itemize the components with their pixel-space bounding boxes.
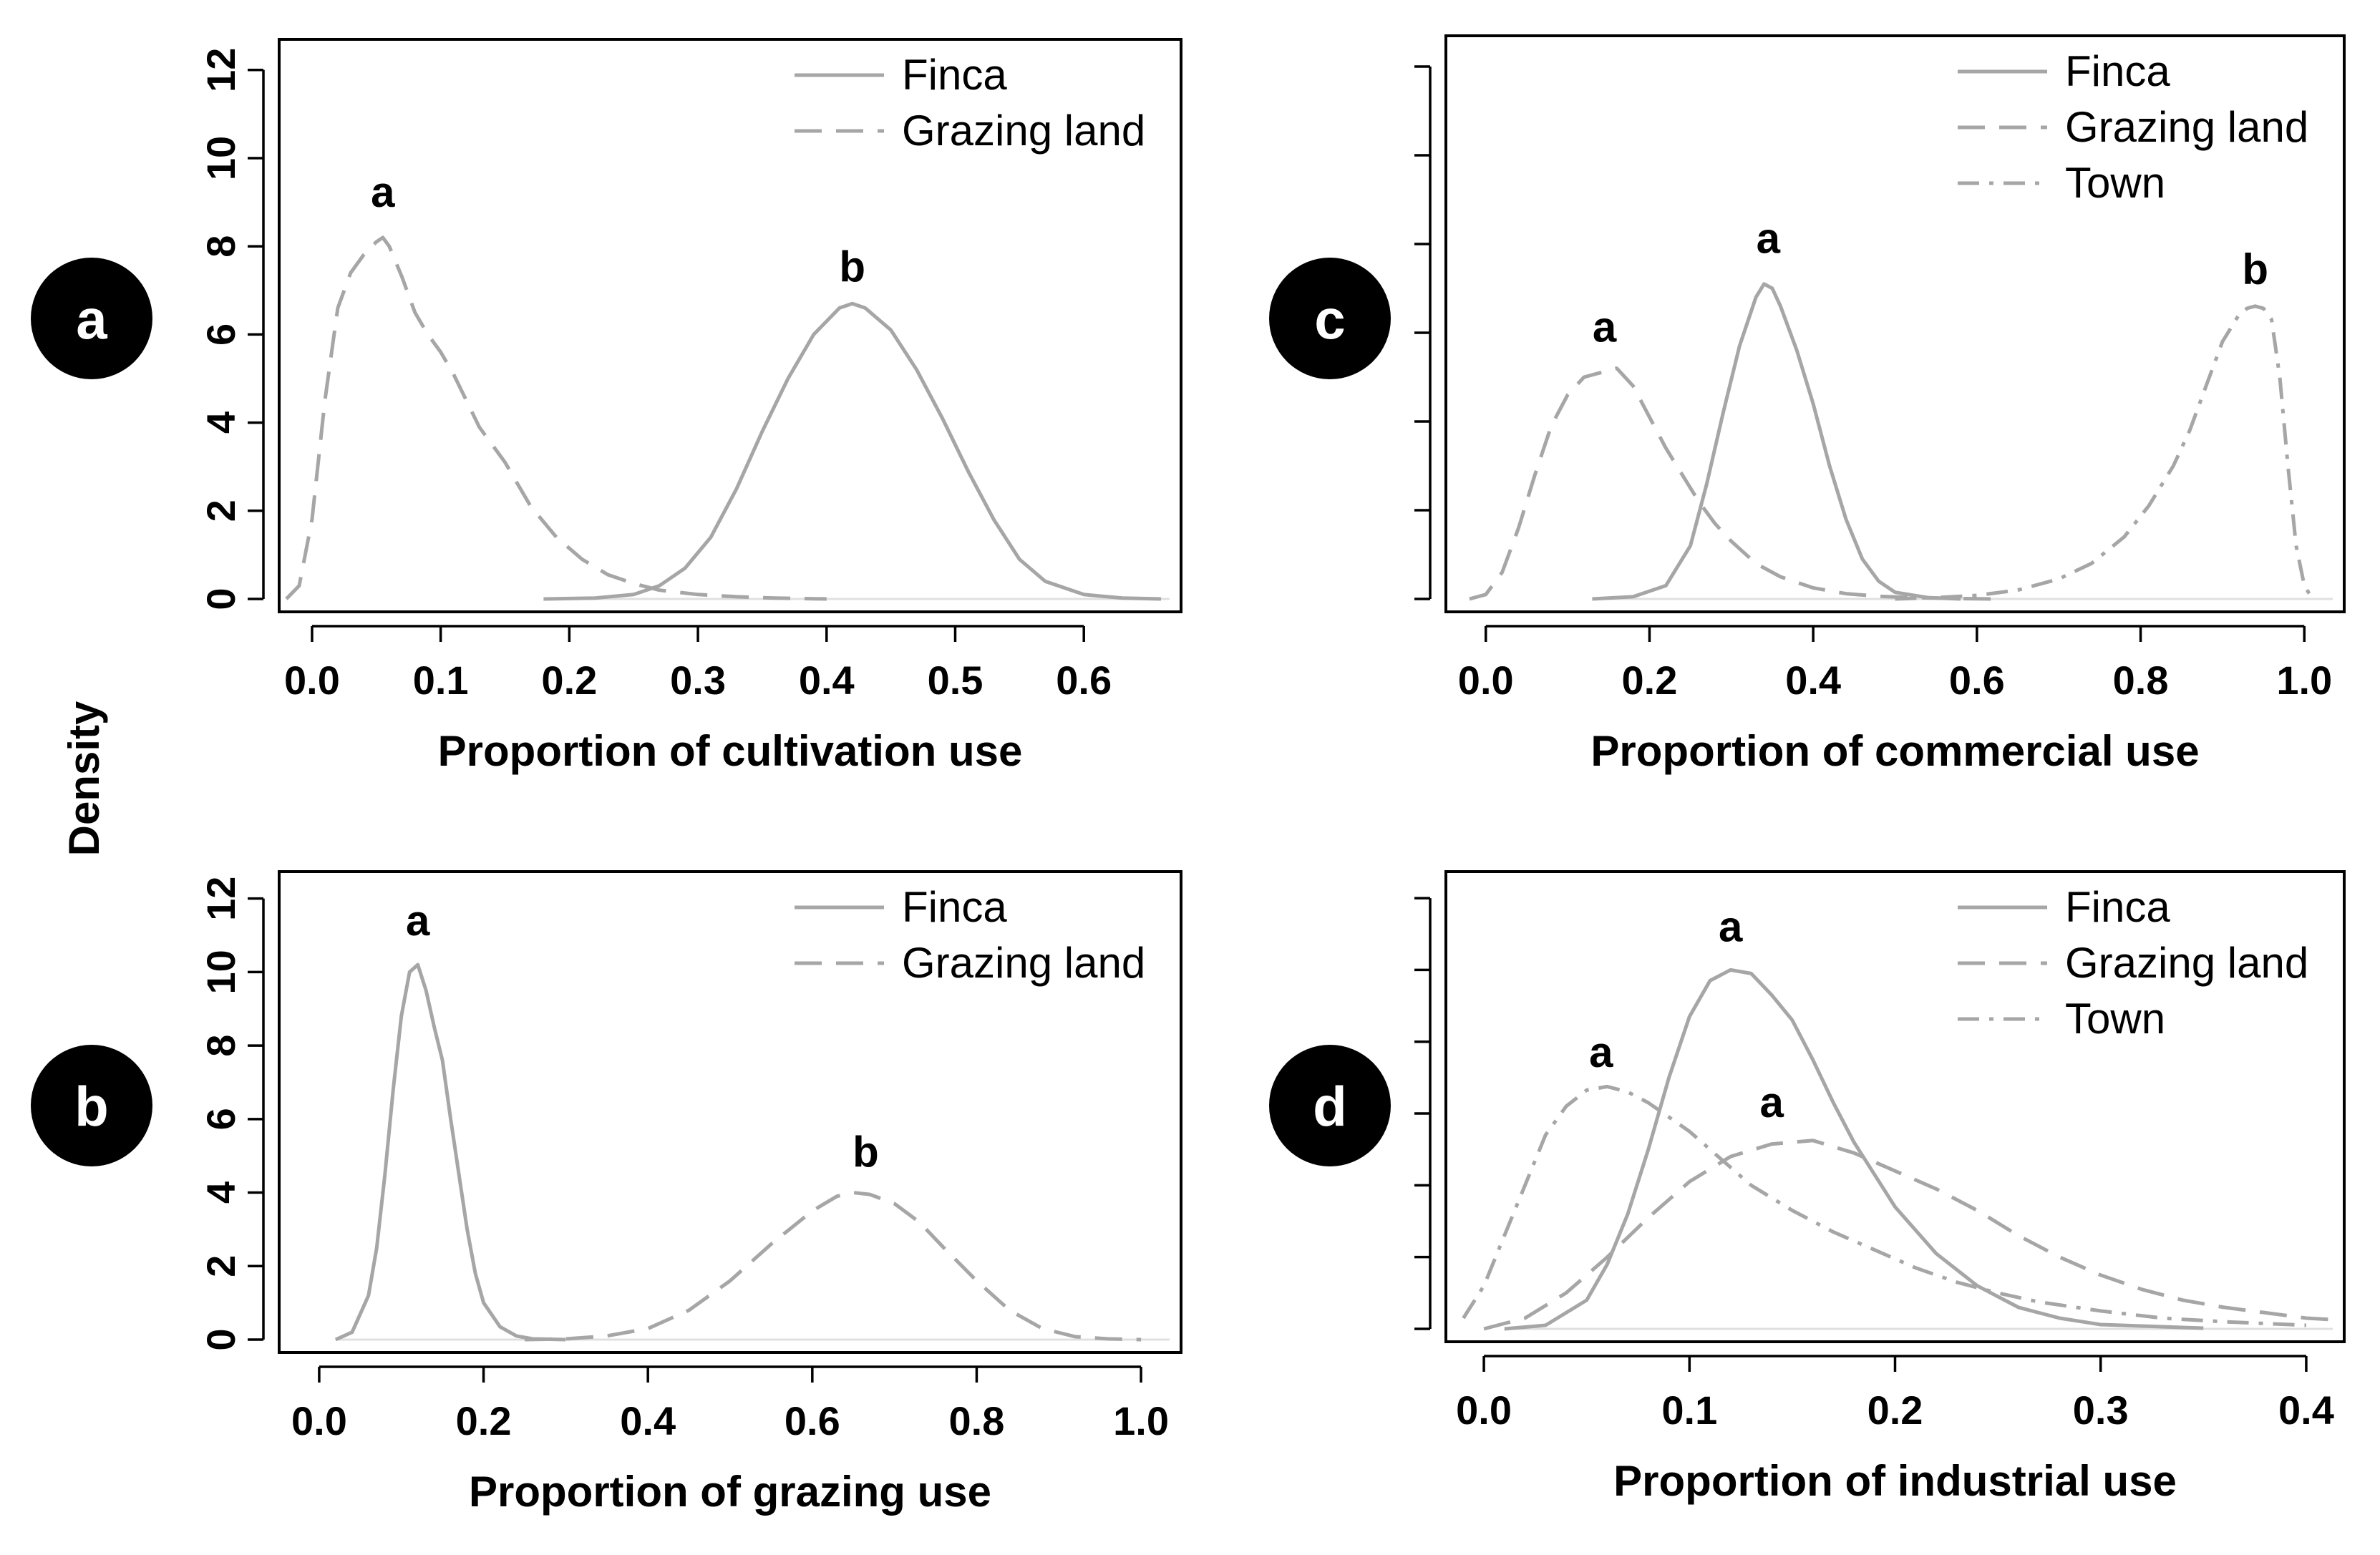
peak-annotation: a bbox=[406, 897, 430, 945]
legend-label: Grazing land bbox=[2065, 103, 2308, 151]
x-tick-label: 0.0 bbox=[284, 658, 340, 703]
series-line-finca bbox=[334, 962, 566, 1342]
series-line-grazing-land bbox=[1483, 1139, 2338, 1331]
x-tick-label: 0.2 bbox=[1867, 1388, 1923, 1433]
plot-frame bbox=[1444, 34, 2346, 613]
y-tick-label: 4 bbox=[198, 1181, 243, 1204]
plot-frame bbox=[278, 870, 1182, 1354]
x-tick-label: 0.3 bbox=[670, 658, 726, 703]
peak-annotation: b bbox=[853, 1129, 879, 1176]
legend-label: Grazing land bbox=[2065, 939, 2308, 987]
series-line-town bbox=[1895, 304, 2314, 601]
x-axis-title: Proportion of cultivation use bbox=[438, 727, 1023, 775]
panel-badge-label: c bbox=[1314, 288, 1345, 351]
peak-annotation: a bbox=[1593, 303, 1617, 351]
peak-annotation: a bbox=[1759, 1078, 1784, 1126]
x-tick-label: 0.2 bbox=[456, 1398, 512, 1443]
x-axis-title: Proportion of grazing use bbox=[469, 1468, 991, 1516]
x-tick-label: 0.4 bbox=[2278, 1388, 2334, 1433]
y-tick-label: 0 bbox=[198, 588, 243, 610]
panel-badge bbox=[1269, 258, 1391, 379]
panel-badge-label: b bbox=[74, 1075, 109, 1138]
peak-annotation: a bbox=[371, 168, 395, 216]
x-tick-label: 0.4 bbox=[1785, 658, 1841, 703]
y-tick-label: 12 bbox=[198, 877, 243, 921]
chart-panel-a: 0 2 4 6 8 10 12 0.0 0.1 0.2 0.3 0.4 0.5 0.6 Proportion… bbox=[31, 38, 1182, 775]
series-line-finca bbox=[543, 301, 1162, 601]
x-tick-label: 0.1 bbox=[413, 658, 469, 703]
y-tick-label: 8 bbox=[198, 1035, 243, 1057]
legend-label: Finca bbox=[2065, 47, 2170, 95]
legend-label: Finca bbox=[902, 883, 1007, 931]
y-tick-label: 0 bbox=[198, 1328, 243, 1350]
y-tick-label: 2 bbox=[198, 1255, 243, 1277]
panel-badge bbox=[31, 1045, 152, 1166]
y-tick-label: 8 bbox=[198, 235, 243, 258]
x-tick-label: 0.6 bbox=[1949, 658, 2005, 703]
x-tick-label: 0.0 bbox=[291, 1398, 347, 1443]
x-tick-label: 0.0 bbox=[1456, 1388, 1512, 1433]
series-line-finca bbox=[1592, 282, 1961, 601]
x-tick-label: 1.0 bbox=[2276, 658, 2332, 703]
x-tick-label: 0.1 bbox=[1661, 1388, 1717, 1433]
y-tick-label: 4 bbox=[198, 411, 243, 434]
panel-badge-label: d bbox=[1313, 1075, 1347, 1138]
panel-badge bbox=[31, 258, 152, 379]
peak-annotation: b bbox=[839, 243, 865, 291]
peak-annotation: a bbox=[1589, 1028, 1613, 1076]
plot-frame bbox=[1444, 870, 2346, 1343]
legend-label: Grazing land bbox=[902, 107, 1145, 155]
x-axis-title: Proportion of commercial use bbox=[1590, 727, 2199, 775]
x-tick-label: 0.4 bbox=[620, 1398, 676, 1443]
peak-annotation: a bbox=[1719, 902, 1743, 950]
peak-annotation: b bbox=[2242, 245, 2268, 293]
x-tick-label: 0.5 bbox=[928, 658, 983, 703]
panel-badge-label: a bbox=[76, 288, 107, 351]
series-line-grazing-land bbox=[1469, 366, 1993, 601]
y-tick-label: 12 bbox=[198, 48, 243, 92]
legend-label: Finca bbox=[2065, 883, 2170, 931]
x-tick-label: 0.2 bbox=[1622, 658, 1678, 703]
x-axis-title: Proportion of industrial use bbox=[1613, 1457, 2177, 1505]
peak-annotation: a bbox=[1757, 214, 1781, 262]
x-tick-label: 0.2 bbox=[541, 658, 597, 703]
x-tick-label: 0.6 bbox=[785, 1398, 840, 1443]
plot-frame bbox=[278, 38, 1182, 613]
chart-panel-c: 0.0 0.2 0.4 0.6 0.8 1.0 Proportion of commerci… bbox=[1269, 34, 2346, 775]
y-tick-label: 10 bbox=[198, 136, 243, 180]
x-tick-label: 0.8 bbox=[949, 1398, 1005, 1443]
y-tick-label: 10 bbox=[198, 950, 243, 994]
x-tick-label: 0.6 bbox=[1056, 658, 1112, 703]
series-line-grazing-land bbox=[524, 1191, 1142, 1342]
x-tick-label: 0.8 bbox=[2113, 658, 2169, 703]
legend-label: Town bbox=[2065, 995, 2165, 1043]
legend-label: Town bbox=[2065, 159, 2165, 207]
x-tick-label: 0.3 bbox=[2073, 1388, 2129, 1433]
legend-label: Finca bbox=[902, 51, 1007, 99]
chart-panel-b: 0 2 4 6 8 10 12 0.0 0.2 0.4 0.6 0.8 1.0 Proportion of… bbox=[31, 870, 1182, 1516]
y-tick-label: 2 bbox=[198, 499, 243, 522]
plots: 0 2 4 6 8 10 12 0.0 0.1 0.2 0.3 0.4 0.5 0.6 Proportion… bbox=[31, 34, 2346, 1516]
legend-label: Grazing land bbox=[902, 939, 1145, 987]
chart-panel-d: 0.0 0.1 0.2 0.3 0.4 Proportion of industrial … bbox=[1269, 870, 2346, 1505]
series-line-grazing-land bbox=[285, 235, 827, 601]
x-tick-label: 0.0 bbox=[1458, 658, 1514, 703]
shared-y-axis-label: Density bbox=[60, 701, 108, 856]
y-tick-label: 6 bbox=[198, 1108, 243, 1130]
y-tick-label: 6 bbox=[198, 323, 243, 346]
panel-badge bbox=[1269, 1045, 1391, 1166]
series-line-town bbox=[1462, 1084, 2307, 1327]
x-tick-label: 1.0 bbox=[1113, 1398, 1169, 1443]
series-line-finca bbox=[1504, 967, 2204, 1331]
x-tick-label: 0.4 bbox=[799, 658, 855, 703]
